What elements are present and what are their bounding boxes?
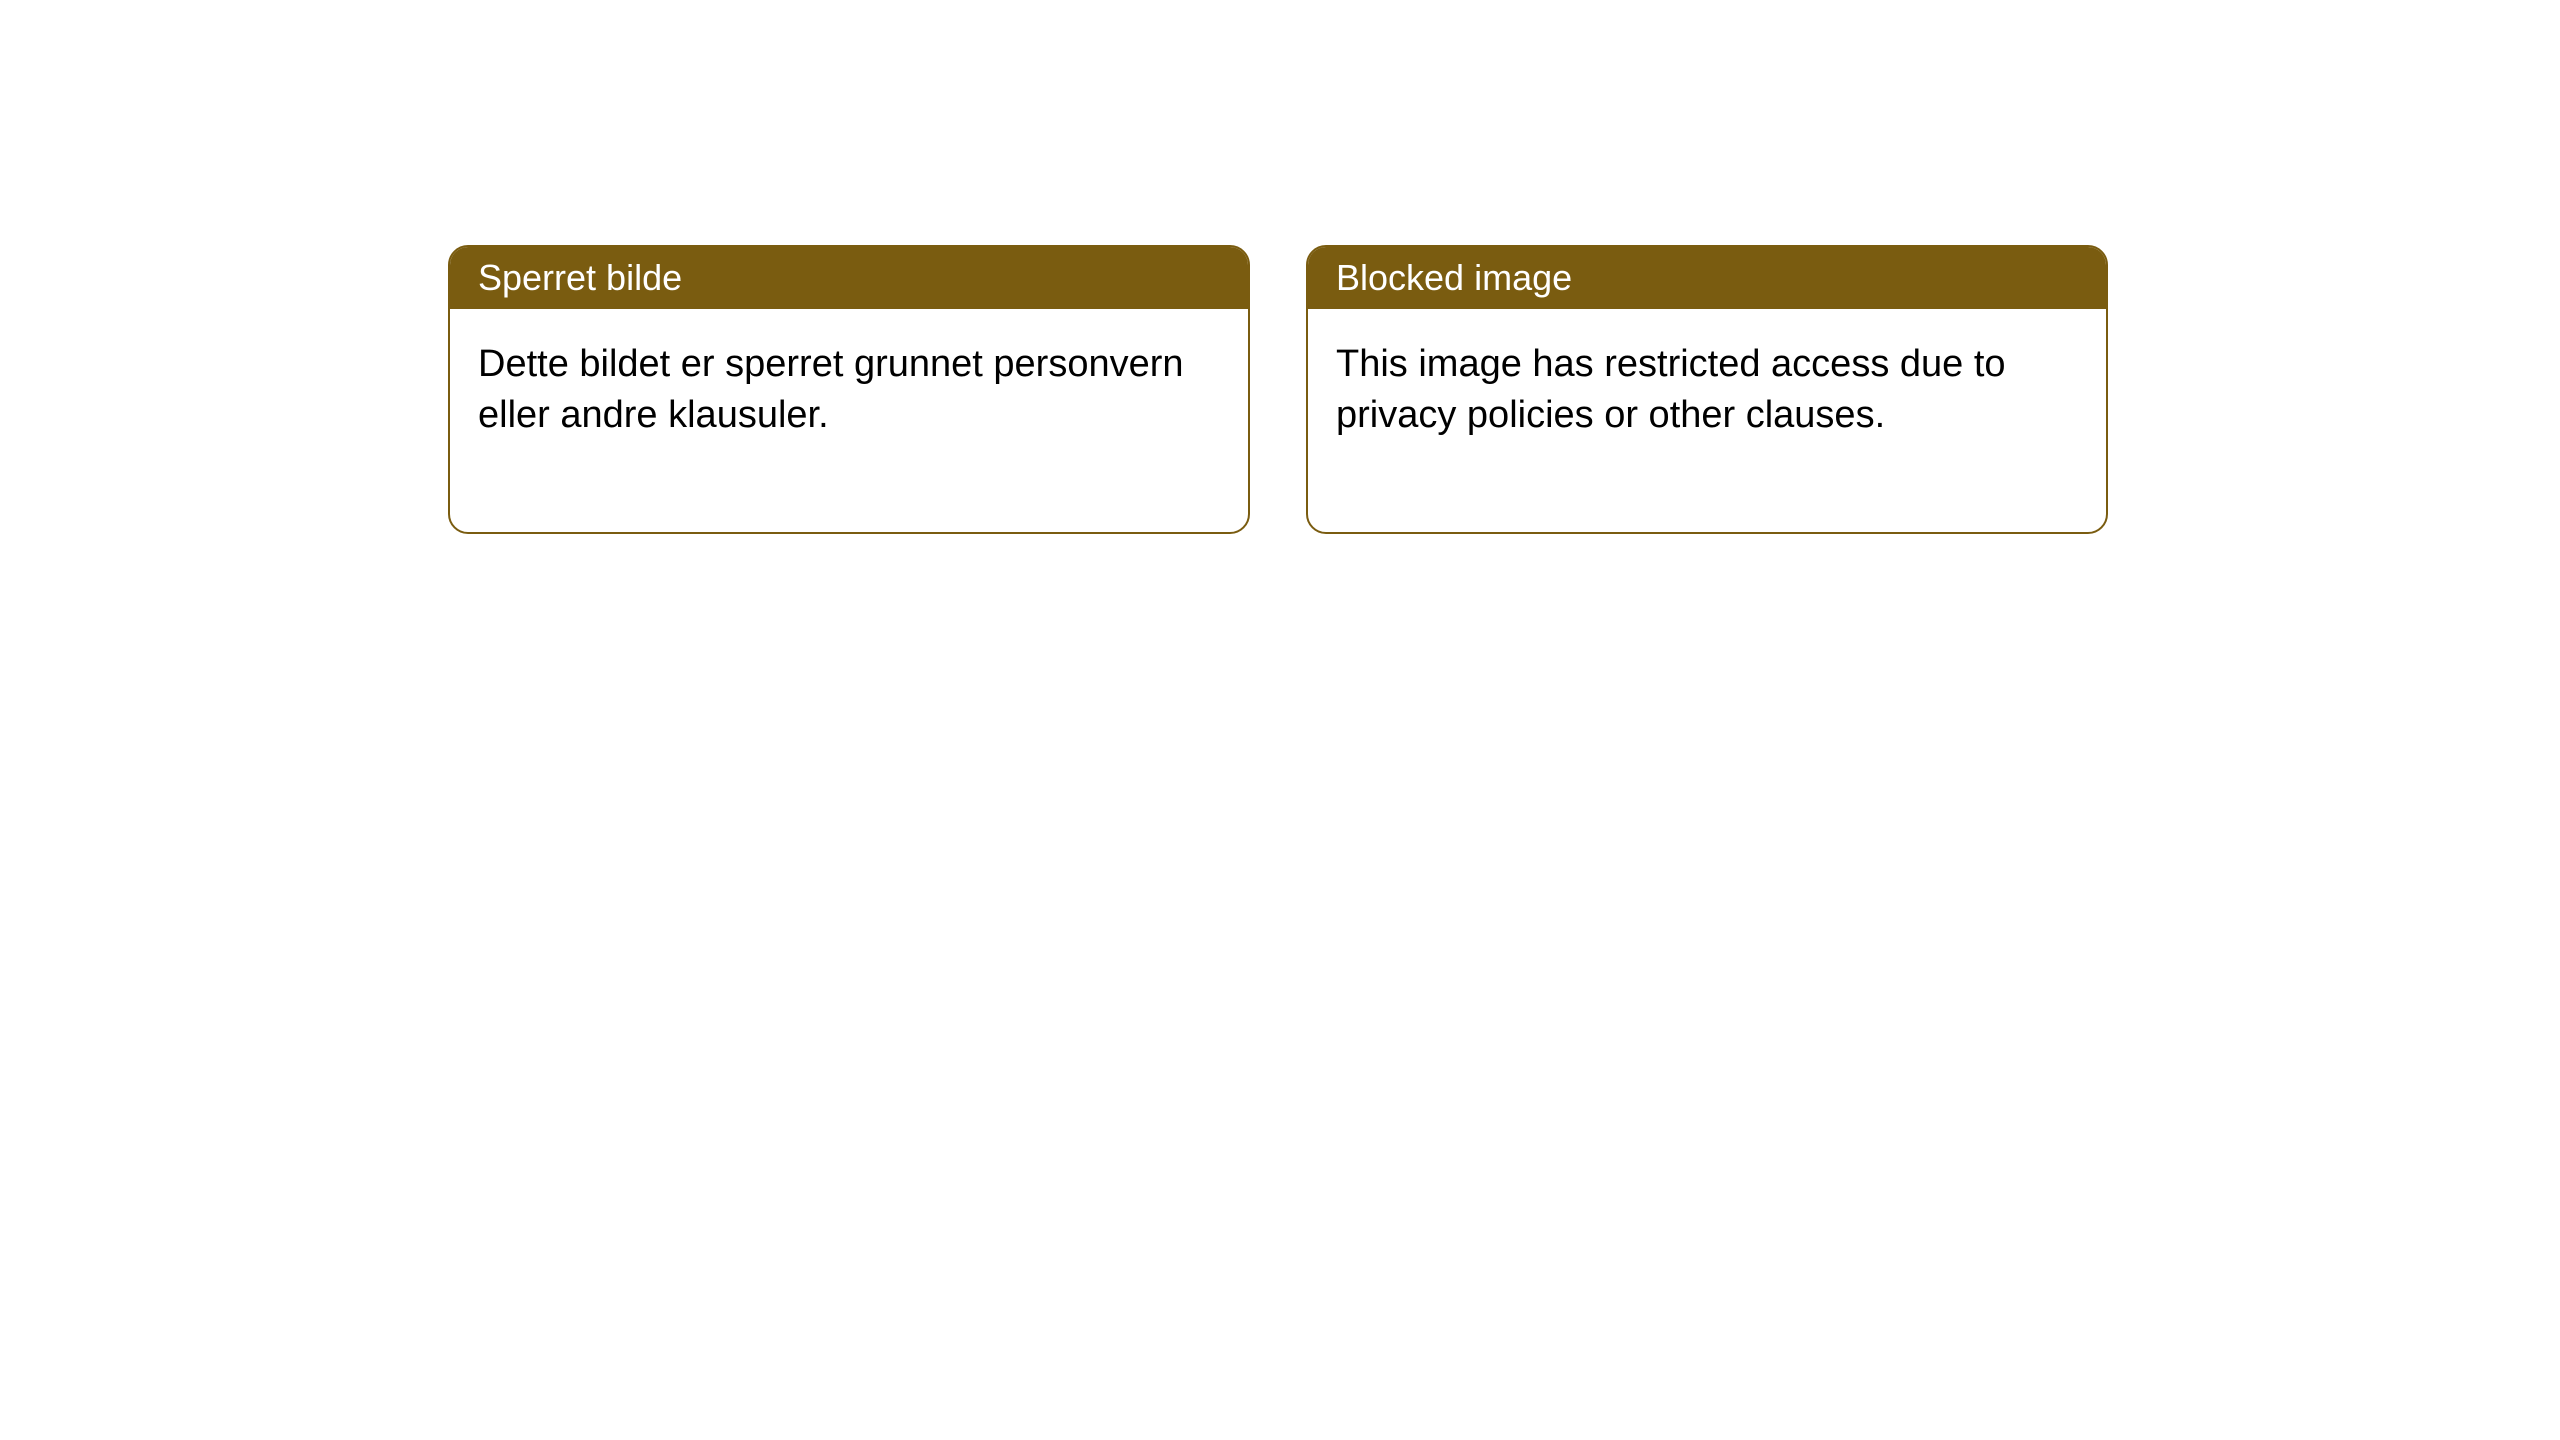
notice-title: Sperret bilde xyxy=(450,247,1248,309)
notice-body: This image has restricted access due to … xyxy=(1308,309,2106,532)
notice-card-norwegian: Sperret bilde Dette bildet er sperret gr… xyxy=(448,245,1250,534)
notice-title: Blocked image xyxy=(1308,247,2106,309)
notice-container: Sperret bilde Dette bildet er sperret gr… xyxy=(448,245,2108,534)
notice-body: Dette bildet er sperret grunnet personve… xyxy=(450,309,1248,532)
notice-card-english: Blocked image This image has restricted … xyxy=(1306,245,2108,534)
